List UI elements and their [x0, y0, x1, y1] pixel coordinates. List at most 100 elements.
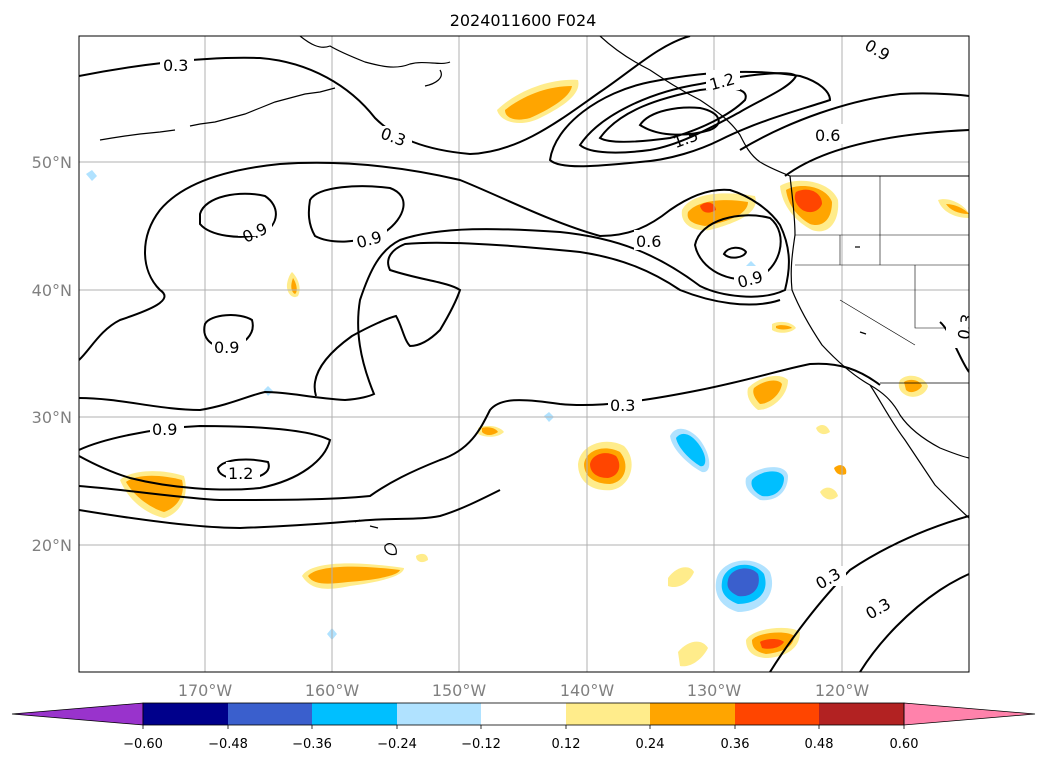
lon-label-120w: 120°W — [815, 681, 870, 700]
colorbar-segment — [397, 703, 481, 725]
anomaly-patch-neg-dot-2 — [264, 386, 273, 396]
contour-label-bg-10 — [212, 336, 246, 356]
anomaly-patch-oregon-peak — [794, 189, 822, 213]
anomaly-patch-neg-3-core — [727, 568, 759, 597]
anomaly-patch-small-3 — [816, 425, 830, 435]
contour-label-bg-13 — [226, 462, 260, 482]
contour-label-bg-8 — [634, 230, 668, 250]
colorbar-tick-label: −0.12 — [461, 737, 501, 752]
coastline-baja — [869, 384, 969, 519]
map-title: 2024011600 F024 — [450, 11, 597, 30]
aleutian-islands — [99, 87, 336, 141]
colorbar-tick-label: 0.24 — [636, 737, 665, 752]
contour-label: 0.3 — [610, 396, 635, 415]
contour-label: 0.6 — [636, 232, 661, 251]
contour-0-3-south-west — [79, 362, 881, 502]
contour-gulf-mid — [578, 72, 798, 154]
contour-label-bg-7 — [353, 224, 387, 244]
anomaly-patch-neg-2-core — [751, 471, 784, 497]
small-island-2 — [859, 331, 867, 335]
contour-label-bg-5 — [862, 40, 896, 60]
contour-label: 0.9 — [152, 420, 177, 439]
contour-0-9-closed-east — [693, 214, 782, 281]
colorbar-segment — [312, 703, 397, 725]
lon-label-140w: 140°W — [560, 681, 615, 700]
colorbar-tick-label: 0.12 — [552, 737, 581, 752]
contour-label-bg-6 — [238, 216, 272, 236]
lat-labels: 50°N 40°N 30°N 20°N — [32, 153, 72, 555]
contour-gulf-inner-1-5 — [638, 106, 720, 136]
anomaly-patch-neg-1-core — [676, 433, 706, 467]
coastline-bc — [599, 36, 791, 177]
contour-lines — [79, 36, 969, 672]
colorbar-tick-label: 0.36 — [721, 737, 750, 752]
anomaly-patch-small-5 — [820, 487, 838, 500]
contour-label-bg-2 — [378, 126, 412, 146]
anomaly-patch-south-coast-peak — [760, 639, 784, 649]
anomaly-patch-gulf-alaska-core — [505, 86, 572, 120]
contour-label-bg-1 — [160, 54, 194, 74]
colorbar-outline — [142, 702, 905, 726]
contour-gulf-outer — [548, 70, 832, 168]
anomaly-patch-hawaii-west-core — [308, 566, 400, 584]
coastline-alaska — [299, 36, 451, 87]
colorbar-tick-label: 0.60 — [890, 737, 919, 752]
lon-label-150w: 150°W — [432, 681, 487, 700]
colorbar-tick-label: −0.60 — [123, 737, 163, 752]
lat-label-20n: 20°N — [32, 536, 72, 555]
contour-label: 0.3 — [163, 56, 188, 75]
contour-label-bg-4 — [812, 124, 846, 144]
contour-label: 1.2 — [228, 464, 253, 483]
contour-label-bg-11 — [608, 394, 642, 414]
lon-label-170w: 170°W — [178, 681, 233, 700]
colorbar-segment — [566, 703, 650, 725]
contour-label: 0.9 — [214, 338, 239, 357]
colorbar-extend-right — [903, 702, 1036, 726]
lat-label-40n: 40°N — [32, 281, 72, 300]
contour-label-bg-9 — [734, 266, 768, 286]
contour-1-2-tiny — [722, 246, 748, 259]
colorbar-segment — [228, 703, 312, 725]
contour-0-3-se-2 — [859, 573, 969, 672]
anomaly-patch-neg-dot-1 — [86, 170, 97, 181]
colorbar: −0.60 −0.48 −0.36 −0.24 −0.12 0.12 0.24 … — [11, 702, 1036, 752]
lon-label-160w: 160°W — [305, 681, 360, 700]
anomaly-patch-small-2 — [416, 553, 428, 563]
contour-gulf-inner-1-2 — [598, 87, 747, 143]
state-borders — [795, 176, 969, 346]
lon-labels: 170°W 160°W 150°W 140°W 130°W 120°W — [178, 681, 870, 700]
contour-0-6-east — [784, 129, 969, 177]
contour-label-bg-12 — [150, 418, 184, 438]
lat-label-50n: 50°N — [32, 153, 72, 172]
colorbar-tick-label: 0.48 — [805, 737, 834, 752]
contour-0-3-west-big — [79, 161, 790, 412]
anomaly-patch-small-6 — [668, 567, 694, 588]
contour-1-2-closed — [216, 458, 270, 482]
anomaly-patch-small-7 — [678, 641, 708, 667]
colorbar-tick-label: −0.48 — [208, 737, 248, 752]
colorbar-segment — [650, 703, 735, 725]
colorbar-segment — [481, 703, 566, 725]
colorbar-segment — [735, 703, 819, 725]
contour-0-9-closed-3 — [203, 314, 254, 350]
contour-0-9-closed-1 — [199, 192, 277, 238]
colorbar-segment — [143, 703, 228, 725]
contour-label-bg-16 — [946, 314, 968, 348]
contour-label-bg-14 — [812, 566, 846, 586]
anomaly-patch-socal-offshore-core — [753, 380, 782, 404]
contour-0-3-middle — [313, 241, 781, 397]
anomaly-patch-washington-east-core — [946, 204, 969, 214]
colorbar-ticks — [142, 725, 905, 729]
contour-label-bg-15 — [862, 596, 896, 616]
colorbar-extend-left — [11, 702, 144, 726]
anomaly-patch-small-1-core — [482, 427, 498, 435]
contour-label-bg-3 — [706, 70, 740, 90]
anomaly-patch-baja-coast-core — [776, 325, 792, 330]
contour-label: 0.3 — [954, 313, 977, 341]
colorbar-segment — [819, 703, 904, 725]
map-area: 0.3 0.3 1.2 1.5 0.6 0.9 0.9 0.9 0.6 0.9 … — [79, 36, 977, 672]
lat-label-30n: 30°N — [32, 408, 72, 427]
lon-label-130w: 130°W — [687, 681, 742, 700]
anomaly-patch-north-ca-peak — [700, 202, 716, 213]
